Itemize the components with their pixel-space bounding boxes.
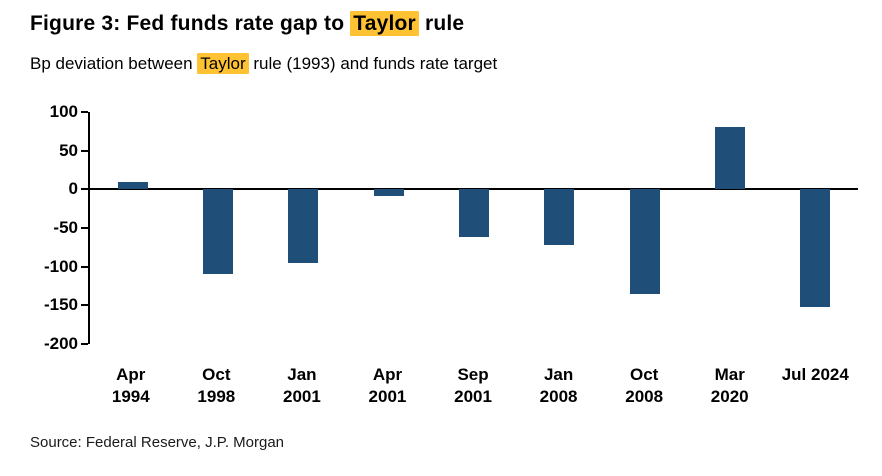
chart-title: Figure 3: Fed funds rate gap to Taylor r… (30, 11, 465, 36)
y-tick-mark (81, 227, 88, 229)
subtitle-prefix: Bp deviation between (30, 54, 198, 73)
bar (800, 189, 831, 307)
bar (373, 189, 404, 196)
y-tick-mark (81, 188, 88, 191)
x-tick-label: Jan 2008 (539, 365, 578, 407)
y-tick-label: -150 (43, 295, 78, 315)
y-tick-label: 0 (68, 179, 78, 199)
y-tick-label: -100 (43, 256, 78, 276)
bar (203, 189, 233, 275)
x-tick-label: Apr 1994 (111, 365, 150, 407)
y-tick-label: -50 (53, 218, 78, 237)
y-tick-label: 50 (59, 140, 78, 160)
x-tick-label: Jul 2024 (781, 365, 849, 384)
bar (288, 189, 319, 263)
bar (459, 189, 489, 238)
bar-chart: 100 50 0 -50 -100 -150 -200 (30, 102, 858, 353)
title-suffix: rule (418, 12, 465, 35)
title-prefix: Figure 3: Fed funds rate gap to (30, 12, 351, 35)
chart-subtitle: Bp deviation between Taylor rule (1993) … (30, 53, 498, 74)
plot-area (81, 111, 858, 345)
subtitle-suffix: rule (1993) and funds rate target (248, 54, 498, 73)
x-axis: Apr 1994 Oct 1998 Jan 2001 Apr 2001 Sep 2001… (88, 364, 858, 408)
x-tick-label: Oct 2008 (625, 365, 664, 407)
x-tick-label: Jan 2001 (282, 365, 321, 407)
y-tick-mark (81, 304, 88, 307)
y-axis: 100 50 0 -50 -100 -150 -200 (30, 102, 82, 353)
x-tick-label: Apr 2001 (368, 365, 407, 407)
y-tick-mark (81, 149, 88, 152)
subtitle-highlight: Taylor (197, 53, 249, 74)
y-tick-label: -200 (43, 334, 78, 353)
x-tick-label: Oct 1998 (197, 365, 236, 407)
bar (629, 189, 660, 294)
title-highlight: Taylor (350, 11, 419, 36)
y-tick-mark (81, 265, 88, 268)
bar (544, 189, 575, 245)
bar (117, 181, 148, 190)
y-tick-mark (81, 343, 88, 345)
x-tick-label: Sep 2001 (454, 365, 492, 407)
source-note: Source: Federal Reserve, J.P. Morgan (30, 434, 285, 451)
bar (715, 127, 745, 190)
y-tick-label: 100 (49, 102, 78, 121)
y-tick-mark (81, 111, 88, 113)
x-tick-label: Mar 2020 (710, 365, 749, 407)
